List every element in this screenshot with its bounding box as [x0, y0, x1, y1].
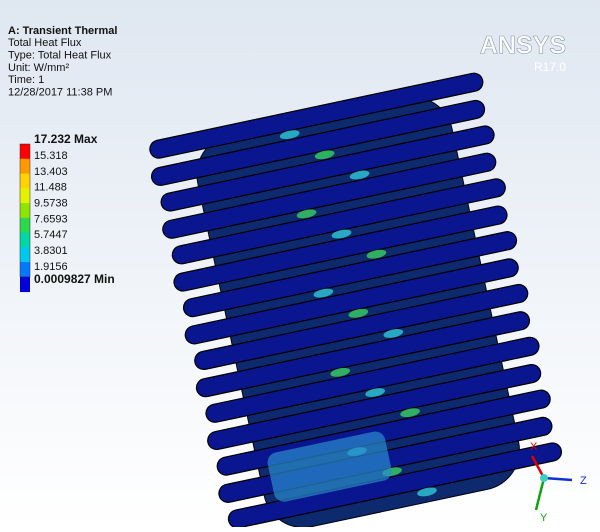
triad-y: Y [540, 512, 548, 524]
header-line: Unit: W/mm² [8, 62, 69, 74]
legend-swatch [20, 159, 30, 174]
triad-z: Z [580, 475, 587, 487]
logo-version: R17.0 [534, 60, 566, 74]
legend-label: 3.8301 [34, 245, 68, 257]
legend-label: 9.5738 [34, 197, 68, 209]
legend-swatch [20, 262, 30, 277]
header-line: Time: 1 [8, 74, 44, 86]
legend-label: 13.403 [34, 166, 68, 178]
legend-swatch [20, 277, 30, 292]
viewport: A: Transient ThermalTotal Heat FluxType:… [0, 0, 600, 527]
legend-swatch [20, 188, 30, 203]
triad-x: X [530, 441, 538, 453]
legend-swatch [20, 203, 30, 218]
legend-swatch [20, 247, 30, 262]
legend-swatch [20, 144, 30, 159]
header-line: A: Transient Thermal [8, 25, 117, 37]
logo: ANSYS [480, 32, 566, 60]
legend-swatch [20, 218, 30, 233]
legend-label: 15.318 [34, 150, 68, 162]
legend-label: 5.7447 [34, 229, 68, 241]
header-line: 12/28/2017 11:38 PM [8, 86, 112, 98]
header-line: Total Heat Flux [8, 37, 82, 49]
legend-label: 7.6593 [34, 213, 68, 225]
legend-label: 0.0009827 Min [34, 272, 115, 286]
legend-label: 11.488 [34, 182, 67, 194]
legend-swatch [20, 174, 30, 189]
legend-label: 17.232 Max [34, 132, 98, 146]
legend-swatch [20, 233, 30, 248]
header-line: Type: Total Heat Flux [8, 50, 112, 62]
